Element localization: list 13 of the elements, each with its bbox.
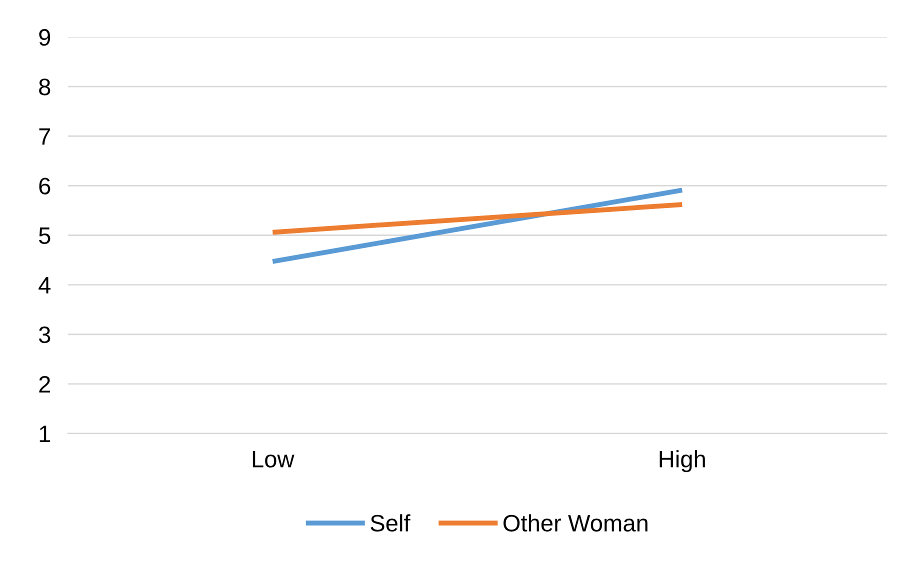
y-tick-label: 8 <box>39 78 50 96</box>
y-tick-label: 4 <box>38 277 51 294</box>
y-tick-label: 1 <box>40 426 50 442</box>
y-tick-label: 7 <box>39 128 50 145</box>
legend-label: Other Woman <box>503 514 648 532</box>
x-tick-label: Low <box>252 451 294 468</box>
x-tick-label: High <box>660 450 705 472</box>
y-tick-label: 5 <box>39 228 50 244</box>
y-tick-label: 3 <box>38 326 50 344</box>
y-tick-label: 9 <box>39 29 50 46</box>
legend-label: Self <box>370 514 410 532</box>
y-tick-label: 2 <box>39 376 50 392</box>
y-tick-label: 6 <box>39 178 50 194</box>
